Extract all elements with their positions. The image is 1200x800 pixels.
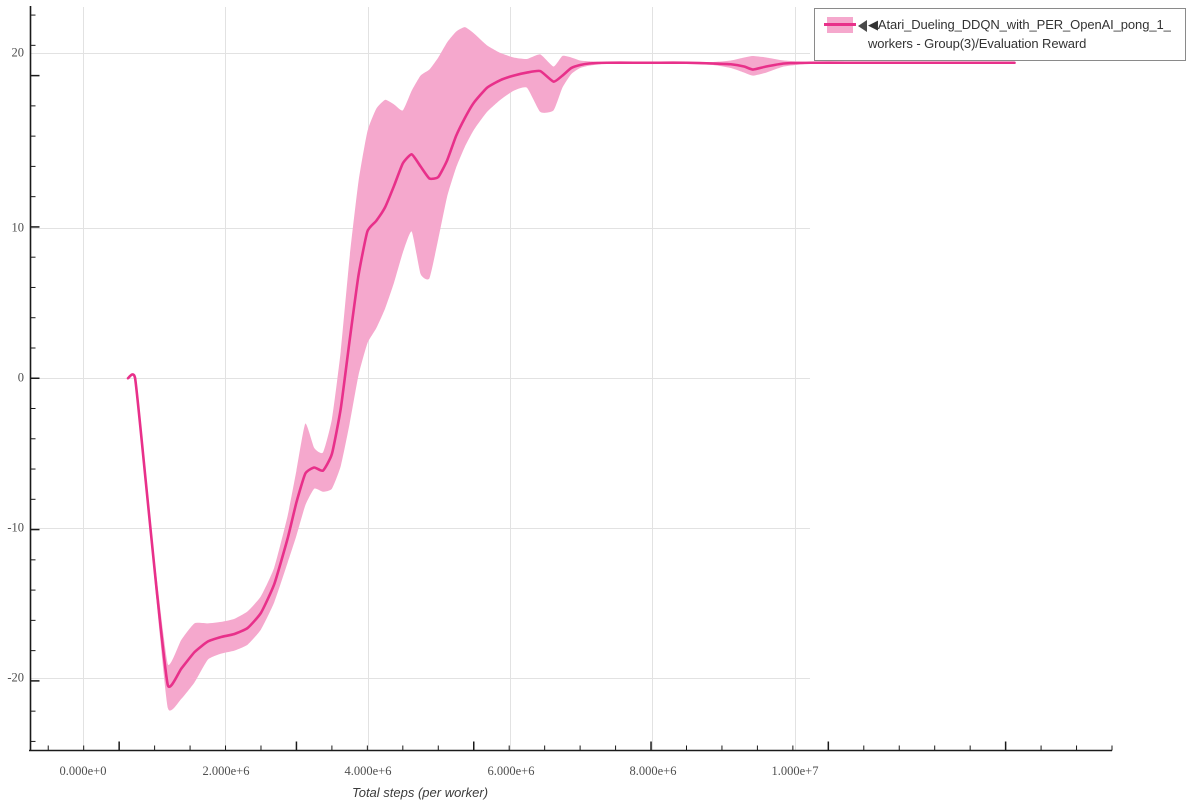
y-axis-ticks xyxy=(30,14,40,742)
left-triangle-marker-icon xyxy=(858,20,867,32)
x-tick-label-2e6: 2.000e+6 xyxy=(202,764,250,778)
x-tick-label-0: 0.000e+0 xyxy=(59,764,107,778)
x-tick-label-8e6: 8.000e+6 xyxy=(629,764,677,778)
x-axis-ticks xyxy=(47,741,1113,751)
x-axis-title: Total steps (per worker) xyxy=(351,785,489,800)
chart-legend[interactable]: ◀Atari_Dueling_DDQN_with_PER_OpenAI_pong… xyxy=(814,8,1186,61)
legend-label-line2: s - Group(3)/Evaluation Reward xyxy=(906,36,1087,51)
confidence-band xyxy=(128,27,1015,711)
y-tick-label-20: 20 xyxy=(11,45,25,60)
y-gridlines xyxy=(30,53,810,679)
mean-line xyxy=(126,61,1016,689)
x-tick-label-6e6: 6.000e+6 xyxy=(487,764,535,778)
y-tick-label-neg10: -10 xyxy=(7,520,24,535)
y-tick-label-neg20: -20 xyxy=(7,670,24,685)
x-tick-label-4e6: 4.000e+6 xyxy=(344,764,392,778)
x-tick-label-1e7: 1.000e+7 xyxy=(771,764,819,778)
legend-entry[interactable]: ◀Atari_Dueling_DDQN_with_PER_OpenAI_pong… xyxy=(823,15,1177,53)
legend-label-line1: ◀Atari_Dueling_DDQN_with_PER_OpenAI_pong… xyxy=(868,17,1171,51)
legend-color-swatch xyxy=(824,17,856,33)
legend-line-swatch xyxy=(824,23,856,26)
y-tick-label-0: 0 xyxy=(17,370,24,385)
y-tick-label-10: 10 xyxy=(11,220,25,235)
legend-entry-label: ◀Atari_Dueling_DDQN_with_PER_OpenAI_pong… xyxy=(868,15,1177,53)
